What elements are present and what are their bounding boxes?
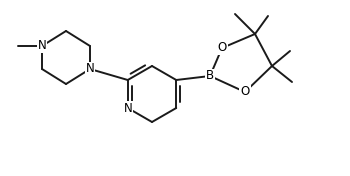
Text: N: N [86, 62, 94, 76]
Text: N: N [124, 102, 132, 115]
Text: O: O [240, 86, 250, 99]
Text: B: B [206, 70, 214, 83]
Text: N: N [38, 39, 46, 52]
Text: N: N [38, 39, 46, 52]
Text: O: O [217, 42, 227, 55]
Text: N: N [86, 62, 94, 76]
